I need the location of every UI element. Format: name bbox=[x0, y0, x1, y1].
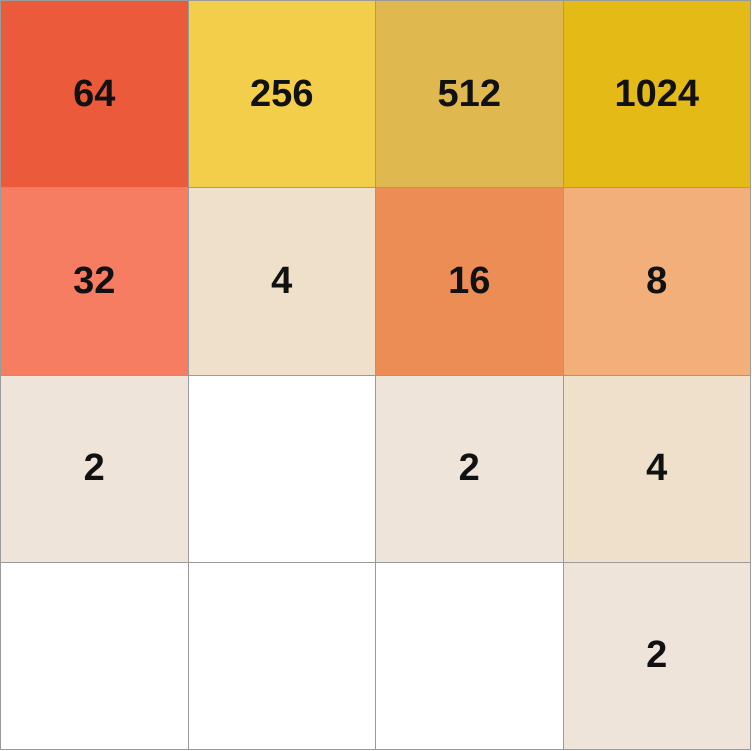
tile-r3-c2 bbox=[188, 375, 376, 563]
tile-r1-c3: 512 bbox=[376, 1, 564, 189]
tile-r3-c4: 4 bbox=[563, 375, 751, 563]
tile-r4-c2 bbox=[188, 562, 376, 750]
tile-r1-c4: 1024 bbox=[563, 1, 751, 189]
tile-r4-c4: 2 bbox=[563, 562, 751, 750]
tile-r3-c3: 2 bbox=[376, 375, 564, 563]
tile-r1-c1: 64 bbox=[1, 1, 189, 189]
tile-r2-c3: 16 bbox=[376, 188, 564, 376]
tile-r4-c3 bbox=[376, 562, 564, 750]
tile-r4-c1 bbox=[1, 562, 189, 750]
tile-r2-c1: 32 bbox=[1, 188, 189, 376]
tile-r3-c1: 2 bbox=[1, 375, 189, 563]
tile-r2-c2: 4 bbox=[188, 188, 376, 376]
tile-r1-c2: 256 bbox=[188, 1, 376, 189]
tile-r2-c4: 8 bbox=[563, 188, 751, 376]
